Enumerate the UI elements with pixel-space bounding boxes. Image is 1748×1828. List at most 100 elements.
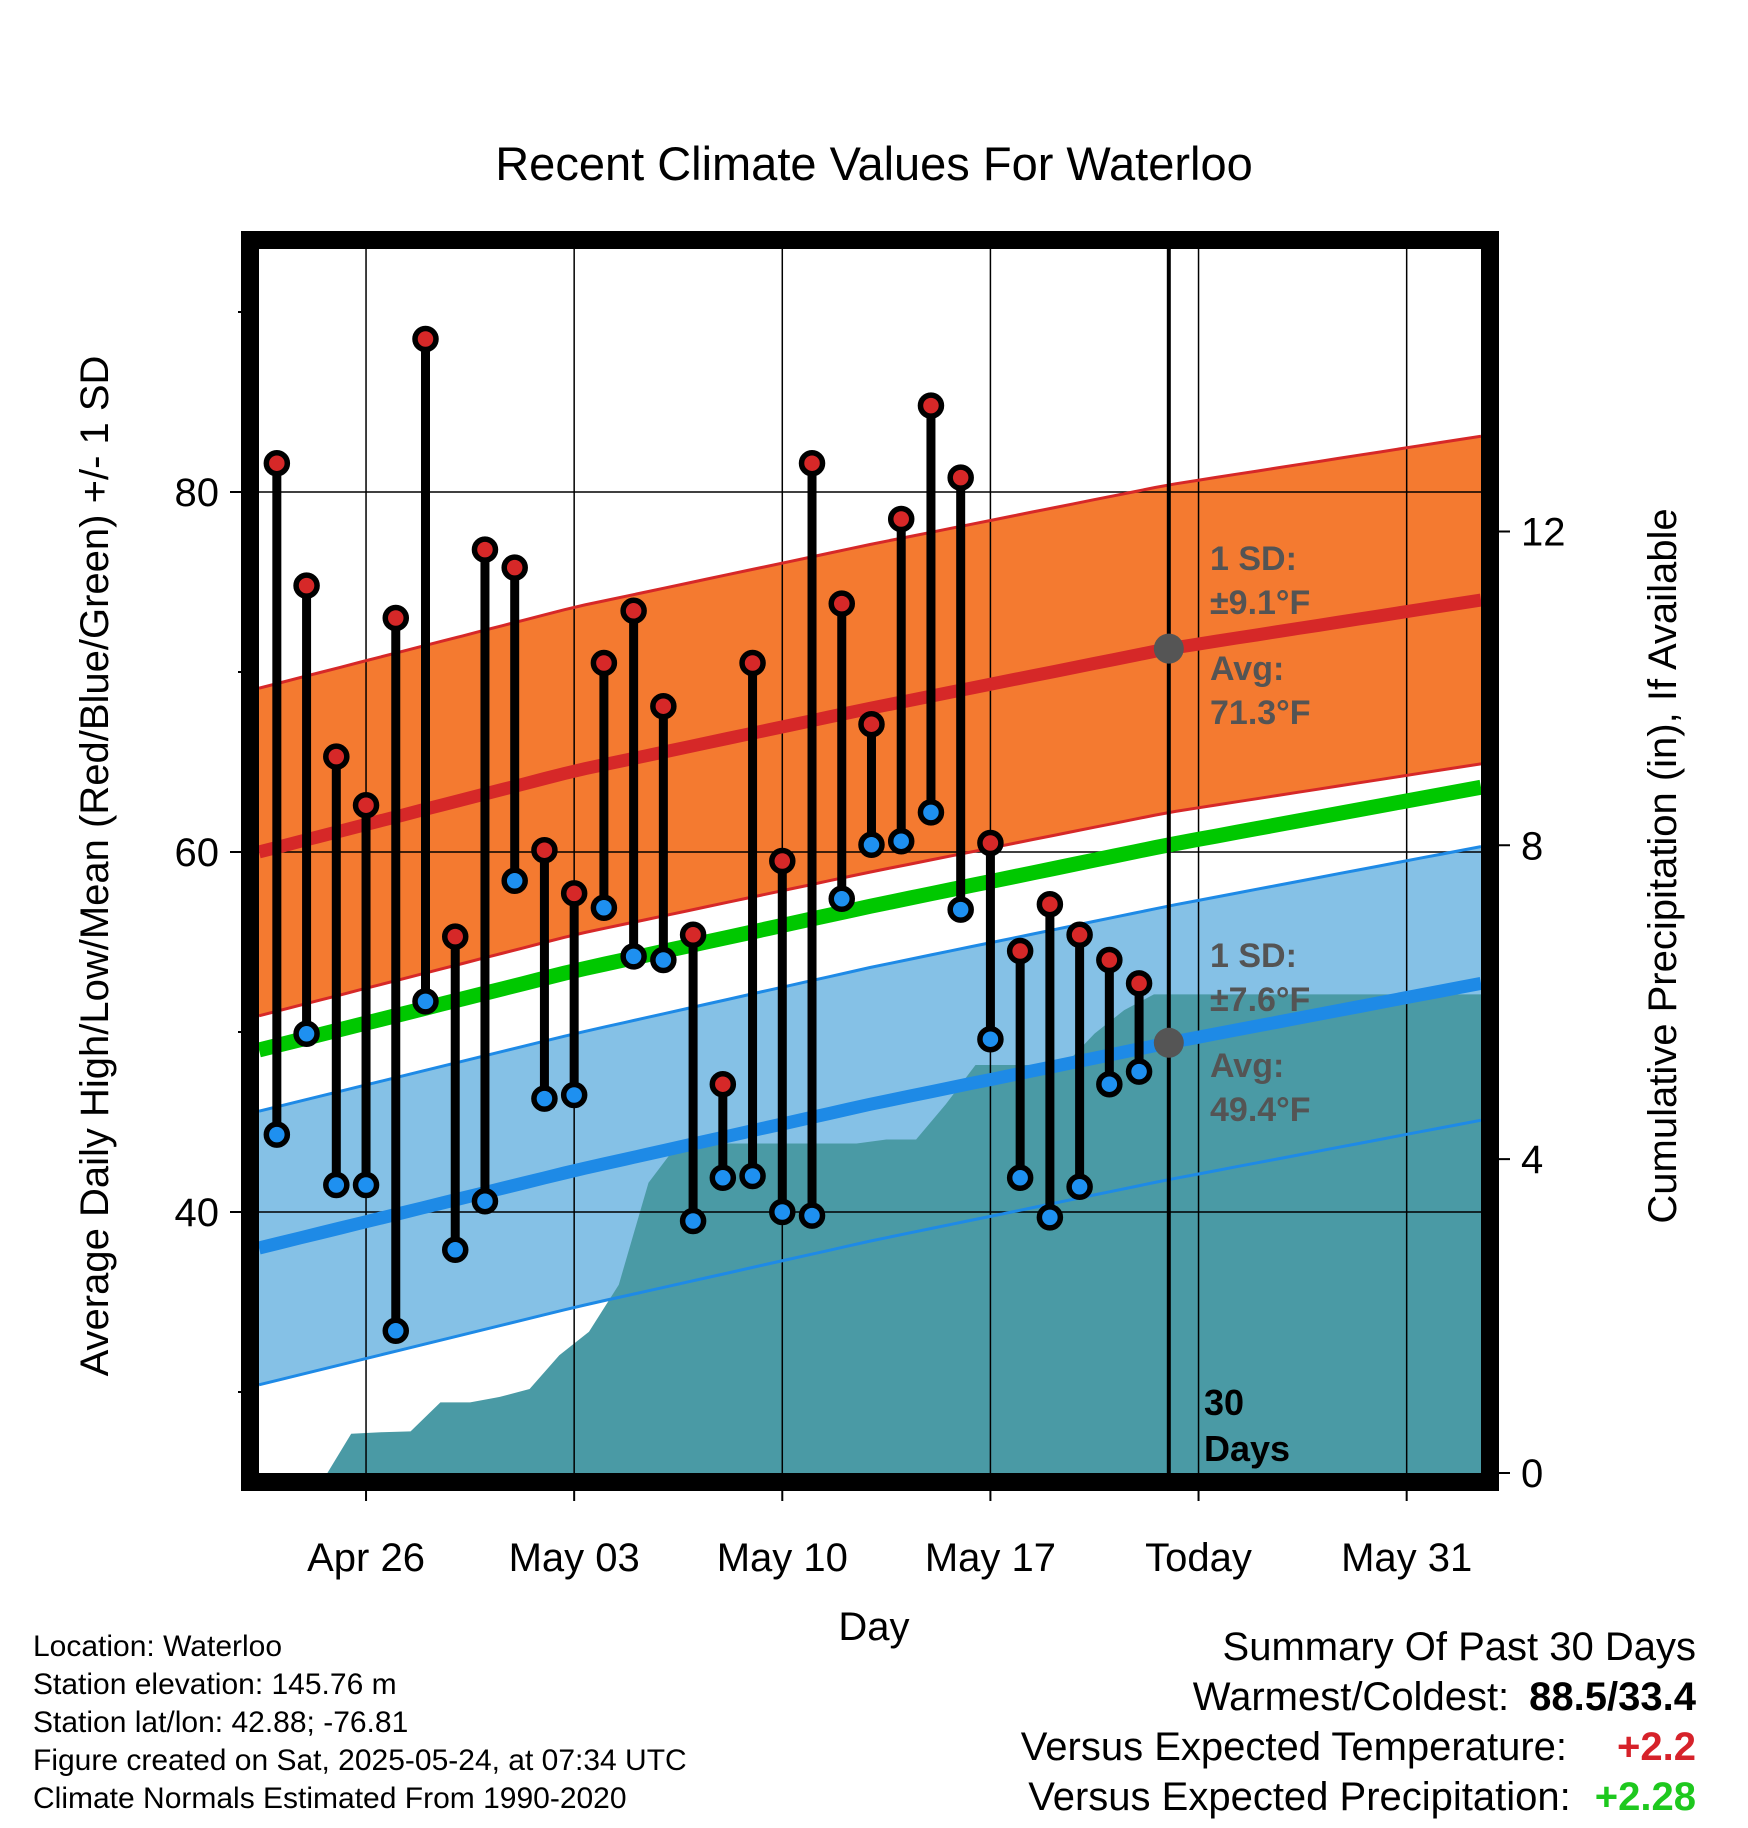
summary-warm-row: Warmest/Coldest: 88.5/33.4 — [1021, 1672, 1696, 1722]
low-temp-point — [828, 885, 856, 913]
high-temp-point — [947, 464, 974, 491]
low-temp-point — [590, 894, 618, 922]
plot-frame — [241, 231, 1499, 1491]
y-right-tick-label: 0 — [1521, 1452, 1543, 1496]
y-left-tick-label: 80 — [175, 471, 220, 515]
low-sd-lower-edge — [259, 1118, 1481, 1387]
normal-low-line — [259, 977, 1481, 1255]
y-axis-left-label: Average Daily High/Low/Mean (Red/Blue/Gr… — [73, 356, 117, 1377]
high-avg-label: Avg: — [1210, 650, 1284, 688]
latlon-text: Station lat/lon: 42.88; -76.81 — [33, 1706, 409, 1739]
temp-label: Versus Expected Temperature: — [1020, 1725, 1568, 1769]
low-temp-point — [1125, 1058, 1153, 1085]
high-temp-point — [560, 880, 588, 907]
high-temp-point — [531, 836, 558, 864]
high-temp-point — [709, 1070, 737, 1098]
high-temp-point — [769, 847, 796, 875]
low-temp-point — [412, 988, 439, 1015]
warm-value: 88.5/33.4 — [1529, 1675, 1696, 1719]
normal-mean-line — [259, 779, 1481, 1058]
low-temp-point — [293, 1020, 320, 1048]
normal-low-sd-band — [259, 846, 1481, 1385]
low-temp-point — [1066, 1173, 1093, 1201]
low-temp-point — [1036, 1204, 1064, 1231]
high-temp-point — [1066, 921, 1093, 949]
high-temp-point — [679, 921, 707, 949]
low-temp-point — [441, 1236, 469, 1264]
x-axis-label: Day — [838, 1605, 909, 1649]
low-temp-point — [382, 1317, 410, 1345]
precip-label: Versus Expected Precipitation: — [1028, 1775, 1571, 1819]
low-sd-upper-edge — [259, 845, 1481, 1113]
low-temp-point — [560, 1081, 588, 1109]
low-temp-point — [858, 831, 885, 859]
warm-label: Warmest/Coldest: — [1192, 1675, 1510, 1719]
high-temp-point — [1036, 890, 1064, 918]
y-axis-right-label: Cumulative Precipitation (in), If Availa… — [1641, 508, 1685, 1223]
low-temp-point — [709, 1164, 737, 1192]
high-temp-point — [293, 572, 320, 599]
low-temp-point — [947, 896, 974, 923]
x-tick-label: Today — [1145, 1536, 1252, 1580]
high-temp-point — [441, 923, 469, 950]
summary-precip-row: Versus Expected Precipitation: +2.28 — [1021, 1772, 1696, 1822]
daily-marks — [263, 325, 1153, 1345]
x-tick-label: May 17 — [925, 1536, 1056, 1580]
x-tick-label: May 10 — [717, 1536, 848, 1580]
low-temp-point — [471, 1187, 499, 1215]
high-temp-point — [501, 554, 528, 581]
summary-heading: Summary Of Past 30 Days — [1222, 1625, 1696, 1669]
high-temp-point — [412, 325, 439, 353]
high-sd-upper-edge — [259, 434, 1481, 690]
high-temp-point — [590, 649, 618, 677]
low-temp-point — [887, 827, 915, 855]
today-normal-low-dot — [1153, 1027, 1184, 1058]
low-temp-point — [769, 1198, 796, 1226]
x-tick-label: Apr 26 — [307, 1536, 425, 1580]
high-temp-point — [471, 536, 499, 563]
high-temp-point — [739, 649, 766, 677]
low-avg-label: Avg: — [1210, 1047, 1284, 1085]
y-right-tick-label: 4 — [1521, 1138, 1543, 1182]
high-temp-point — [1096, 946, 1123, 974]
low-temp-point — [352, 1171, 380, 1199]
high-sd-label: 1 SD: — [1210, 540, 1297, 578]
low-temp-point — [977, 1025, 1004, 1053]
summary-panel: Summary Of Past 30 Days Warmest/Coldest:… — [1021, 1622, 1696, 1822]
temp-value: +2.2 — [1617, 1725, 1696, 1769]
high-temp-point — [620, 597, 647, 625]
axes: Apr 26 May 03 May 10 May 17 Today May 3180604… — [175, 311, 1566, 1580]
high-temp-point — [858, 710, 885, 738]
chart-title: Recent Climate Values For Waterloo — [495, 137, 1253, 190]
high-temp-point — [323, 743, 350, 770]
high-temp-point — [1006, 937, 1034, 965]
normal-high-line — [259, 593, 1481, 859]
low-sd-value: ±7.6°F — [1210, 981, 1310, 1019]
high-temp-point — [828, 590, 856, 617]
grid-lines — [259, 249, 1481, 1473]
low-temp-point — [798, 1202, 826, 1229]
low-temp-point — [620, 943, 647, 970]
x-tick-label: May 31 — [1341, 1536, 1472, 1580]
station-info: Location: Waterloo Station elevation: 14… — [33, 1628, 687, 1818]
low-temp-point — [323, 1171, 350, 1199]
created-text: Figure created on Sat, 2025-05-24, at 07… — [33, 1744, 687, 1777]
summary-temp-row: Versus Expected Temperature: +2.2 — [1021, 1722, 1696, 1772]
high-temp-point — [263, 449, 291, 477]
high-sd-lower-edge — [259, 762, 1481, 1018]
high-temp-point — [382, 604, 410, 632]
low-temp-point — [650, 946, 677, 974]
low-temp-point — [1006, 1164, 1034, 1192]
y-left-tick-label: 40 — [175, 1191, 220, 1235]
high-temp-point — [798, 449, 826, 477]
location-text: Location: Waterloo — [33, 1630, 283, 1663]
high-avg-value: 71.3°F — [1210, 694, 1311, 732]
high-temp-point — [977, 829, 1004, 857]
precip-value: +2.28 — [1594, 1775, 1696, 1819]
low-temp-point — [501, 867, 528, 895]
today-normal-high-dot — [1153, 633, 1184, 664]
low-temp-point — [739, 1162, 766, 1190]
days-unit-label: Days — [1204, 1428, 1290, 1469]
high-sd-value: ±9.1°F — [1210, 584, 1310, 622]
